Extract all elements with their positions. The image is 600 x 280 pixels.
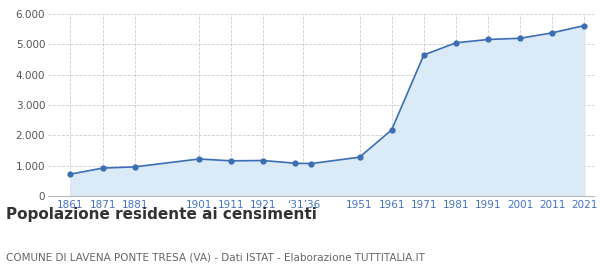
Text: COMUNE DI LAVENA PONTE TRESA (VA) - Dati ISTAT - Elaborazione TUTTITALIA.IT: COMUNE DI LAVENA PONTE TRESA (VA) - Dati… bbox=[6, 252, 425, 262]
Text: Popolazione residente ai censimenti: Popolazione residente ai censimenti bbox=[6, 207, 317, 222]
